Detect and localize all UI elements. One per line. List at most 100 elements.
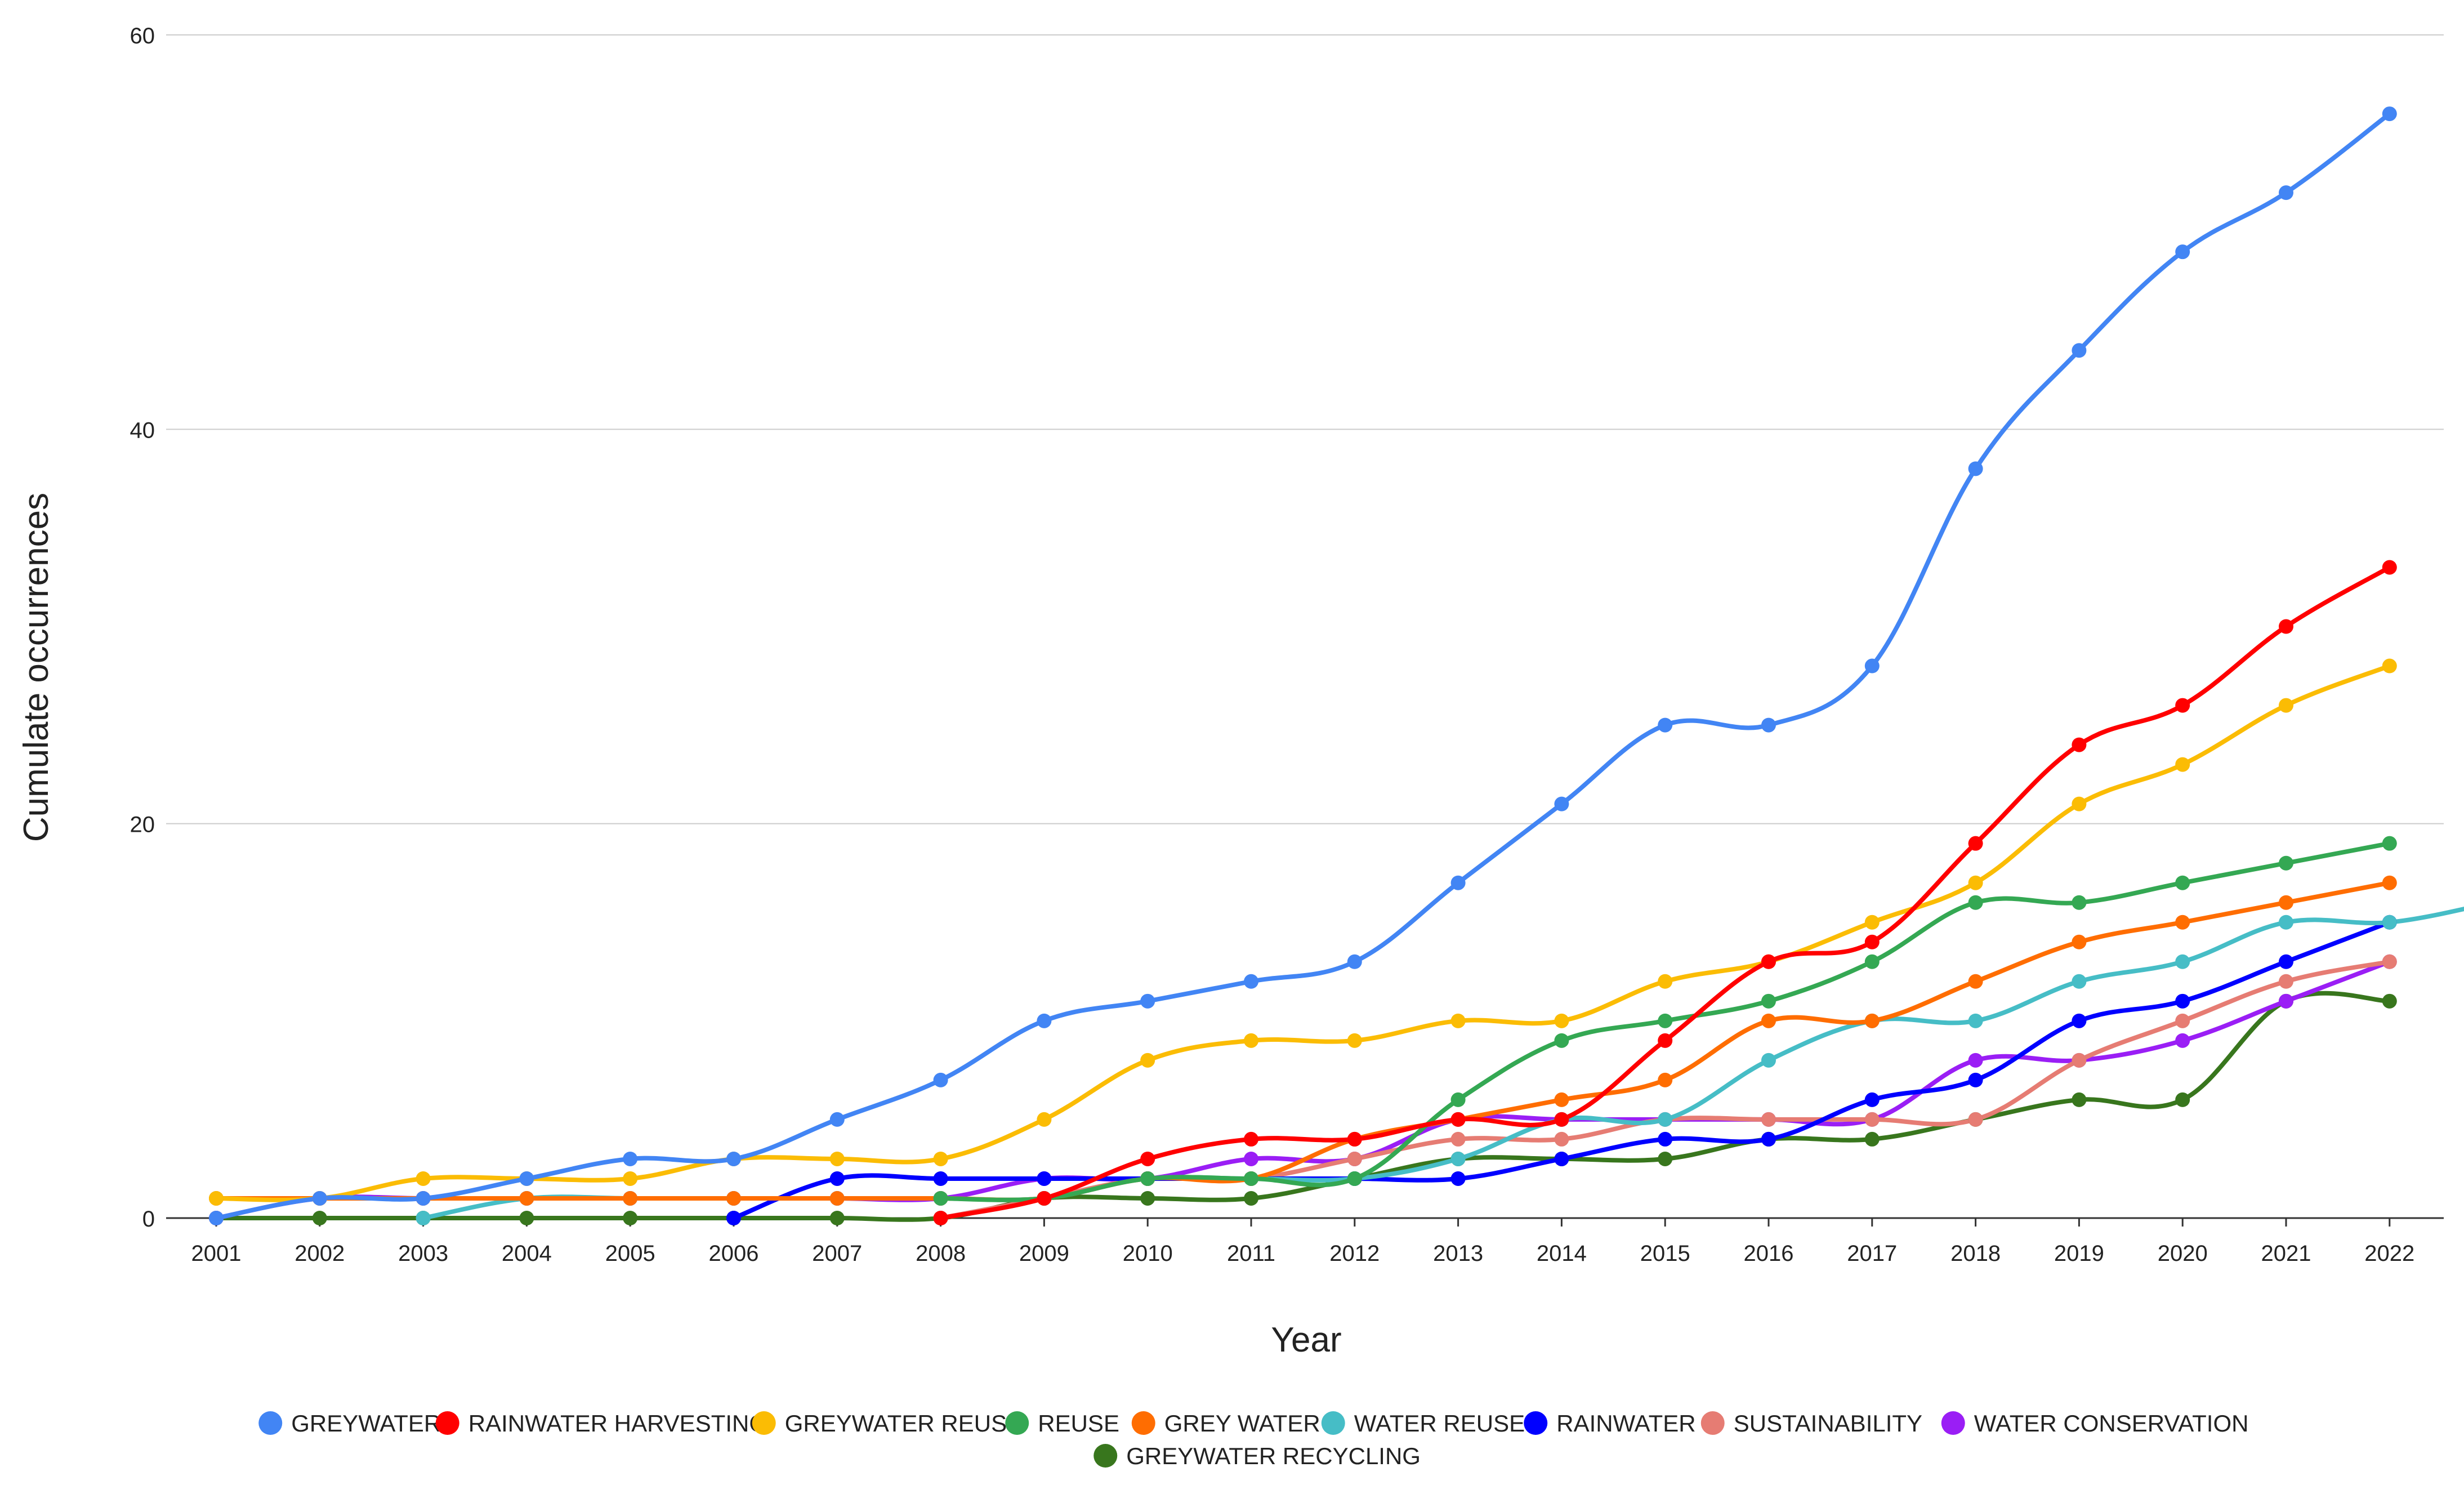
- data-point-greywater-recycling: [2382, 993, 2397, 1009]
- data-point-greywater-reuse: [829, 1151, 845, 1166]
- data-point-reuse: [1761, 993, 1776, 1009]
- data-point-greywater-reuse: [1554, 1013, 1569, 1028]
- x-tick-label: 2021: [2261, 1241, 2311, 1266]
- legend-item[interactable]: GREYWATER RECYCLING: [1093, 1443, 1421, 1469]
- x-axis-title: Year: [1271, 1321, 1341, 1359]
- x-tick-label: 2011: [1227, 1241, 1275, 1266]
- x-tick-label: 2019: [2054, 1241, 2104, 1266]
- data-point-sustainability: [2382, 954, 2397, 969]
- data-point-sustainability: [1554, 1131, 1569, 1147]
- legend-marker-icon: [1524, 1411, 1548, 1435]
- data-point-grey-water: [1761, 1013, 1776, 1028]
- data-point-water-reuse: [2175, 954, 2190, 969]
- data-point-rainwater: [1761, 1131, 1776, 1147]
- legend: GREYWATER RAINWATER HARVESTING GREYWATER R…: [258, 1410, 2248, 1469]
- data-point-greywater-reuse: [1244, 1033, 1258, 1048]
- series-lines: [214, 112, 2464, 1222]
- data-point-greywater: [209, 1211, 224, 1225]
- data-point-greywater: [2382, 106, 2397, 122]
- data-point-greywater: [1968, 461, 1983, 476]
- data-point-rainwater-harvesting: [1761, 954, 1776, 969]
- data-point-grey-water: [726, 1190, 741, 1206]
- legend-item[interactable]: WATER REUSE: [1321, 1410, 1525, 1437]
- legend-item[interactable]: WATER CONSERVATION: [1941, 1410, 2249, 1437]
- data-point-greywater: [312, 1190, 327, 1206]
- data-point-rainwater: [2072, 1013, 2087, 1028]
- data-point-grey-water: [1968, 974, 1983, 989]
- data-point-greywater-reuse: [1037, 1112, 1052, 1127]
- x-tick-label: 2022: [2364, 1241, 2414, 1266]
- data-point-reuse: [1347, 1171, 1362, 1186]
- x-tick-label: 2020: [2158, 1241, 2208, 1266]
- data-point-rainwater: [1554, 1151, 1569, 1166]
- data-point-sustainability: [1968, 1112, 1983, 1127]
- data-point-greywater: [623, 1151, 638, 1166]
- data-point-reuse: [1864, 954, 1880, 969]
- x-axis: 2001 2002 2003 2004 2005 2006 2007 2008 2009 2010…: [166, 1217, 2444, 1266]
- legend-marker-icon: [1941, 1411, 1965, 1435]
- legend-marker-icon: [1321, 1411, 1345, 1435]
- data-point-greywater-recycling: [623, 1211, 638, 1225]
- legend-item[interactable]: GREYWATER: [258, 1410, 441, 1437]
- data-point-water-reuse: [2382, 915, 2397, 930]
- data-point-greywater-reuse: [1968, 875, 1983, 890]
- x-tick-label: 2008: [916, 1241, 966, 1266]
- legend-item[interactable]: REUSE: [1005, 1410, 1119, 1437]
- data-point-rainwater-harvesting: [1864, 934, 1880, 949]
- data-point-grey-water: [1658, 1072, 1673, 1087]
- data-point-greywater: [1658, 717, 1673, 733]
- x-tick-label: 2012: [1329, 1241, 1380, 1266]
- data-point-rainwater-harvesting: [2382, 560, 2397, 575]
- legend-label: REUSE: [1038, 1410, 1119, 1437]
- data-point-water-reuse: [1761, 1053, 1776, 1068]
- legend-marker-icon: [435, 1411, 459, 1435]
- legend-label: GREYWATER RECYCLING: [1126, 1443, 1421, 1469]
- x-tick-label: 2013: [1433, 1241, 1483, 1266]
- legend-item[interactable]: RAINWATER HARVESTING: [435, 1410, 767, 1437]
- data-point-grey-water: [2382, 875, 2397, 890]
- x-tick-label: 2010: [1123, 1241, 1173, 1266]
- data-point-rainwater-harvesting: [2175, 698, 2190, 713]
- legend-item[interactable]: GREYWATER REUSE: [752, 1410, 1023, 1437]
- data-point-sustainability: [1761, 1112, 1776, 1127]
- data-point-greywater: [1037, 1013, 1052, 1028]
- data-point-greywater-reuse: [1140, 1053, 1155, 1068]
- data-point-rainwater-harvesting: [1244, 1131, 1258, 1147]
- series-line-rainwater-harvesting: [938, 565, 2392, 1220]
- data-point-greywater-reuse: [1347, 1033, 1362, 1048]
- data-point-reuse: [1658, 1013, 1673, 1028]
- data-point-greywater-recycling: [519, 1211, 534, 1225]
- data-point-rainwater-harvesting: [2279, 619, 2293, 634]
- y-axis: 0 20 40 60: [130, 24, 155, 1232]
- y-tick-label: 60: [130, 24, 155, 48]
- data-point-greywater-reuse: [1658, 974, 1673, 989]
- x-tick-label: 2003: [398, 1241, 448, 1266]
- data-point-greywater-reuse: [2382, 658, 2397, 674]
- data-point-reuse: [2279, 855, 2293, 871]
- legend-label: GREYWATER: [291, 1410, 441, 1437]
- data-point-sustainability: [2279, 974, 2293, 989]
- legend-item[interactable]: GREY WATER: [1131, 1410, 1320, 1437]
- data-point-rainwater: [829, 1171, 845, 1186]
- data-point-water-reuse: [1968, 1013, 1983, 1028]
- data-point-greywater-reuse: [1864, 915, 1880, 930]
- data-point-greywater-recycling: [1244, 1190, 1258, 1206]
- legend-marker-icon: [258, 1411, 283, 1435]
- data-point-greywater-reuse: [2072, 796, 2087, 811]
- data-point-greywater-recycling: [312, 1211, 327, 1225]
- data-point-greywater-reuse: [2175, 757, 2190, 772]
- data-point-water-reuse: [1450, 1151, 1466, 1166]
- data-point-greywater-reuse: [209, 1190, 224, 1206]
- legend-item[interactable]: RAINWATER: [1524, 1410, 1696, 1437]
- series-points: [209, 106, 2397, 1225]
- data-point-greywater: [726, 1151, 741, 1166]
- y-tick-label: 40: [130, 418, 155, 443]
- legend-item[interactable]: SUSTAINABILITY: [1700, 1410, 1922, 1437]
- data-point-greywater: [1761, 717, 1776, 733]
- data-point-greywater: [1554, 796, 1569, 811]
- data-point-greywater-reuse: [2279, 698, 2293, 713]
- data-point-rainwater-harvesting: [1450, 1112, 1466, 1127]
- legend-marker-icon: [1131, 1411, 1155, 1435]
- data-point-reuse: [933, 1190, 948, 1206]
